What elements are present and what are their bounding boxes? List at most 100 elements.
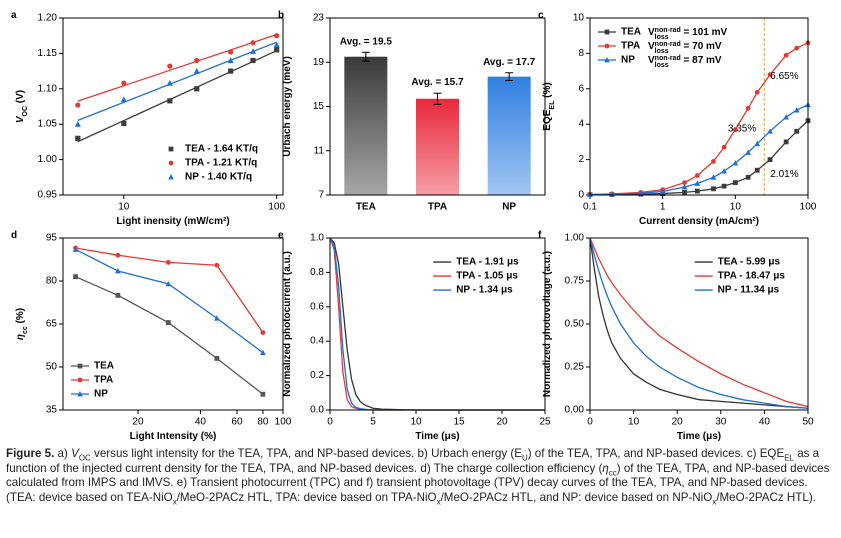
plot-frame (329, 237, 546, 411)
legend-label: NP - 11.34 μs (718, 285, 780, 296)
marker (783, 114, 789, 120)
marker (767, 72, 773, 78)
y-axis-label: Urbach energy (meV) (282, 56, 293, 157)
x-tick-label: 100 (800, 202, 817, 213)
legend-label: TEA - 1.64 KT/q (185, 144, 258, 155)
marker (167, 63, 173, 69)
marker (166, 79, 173, 86)
caption-run: ) of the TEA, TPA, and NP-based devices.… (527, 447, 785, 460)
marker (694, 173, 700, 178)
marker (754, 89, 760, 95)
value-label: Avg. = 17.7 (483, 57, 536, 68)
legend-label: TPA (94, 375, 113, 386)
y-tick-label: 0 (578, 190, 584, 201)
label-part: EQE (542, 109, 553, 130)
caption: Figure 5. a) VOC versus light intensity … (6, 447, 836, 507)
marker (165, 259, 171, 265)
y-tick-label: 1.00 (565, 233, 585, 244)
label-part: loss (655, 48, 669, 55)
marker (710, 174, 717, 180)
x-tick-label: 40 (759, 417, 771, 428)
caption-run: x (172, 497, 177, 507)
series-line (589, 237, 809, 409)
x-tick-label: 30 (715, 417, 727, 428)
marker (249, 48, 256, 54)
label-part: V (648, 55, 655, 66)
label-part: V (648, 27, 655, 38)
legend-label: TPA - 1.05 μs (456, 271, 518, 282)
x-tick-label: 80 (257, 417, 269, 428)
marker (77, 377, 83, 383)
marker (77, 391, 83, 397)
legend-label: NP (94, 389, 108, 400)
marker (681, 184, 688, 190)
series-line (589, 237, 809, 409)
label-part: (%) (542, 82, 553, 100)
marker (745, 174, 751, 180)
label-part: non-rad (655, 27, 681, 34)
x-tick-label: 100 (275, 417, 292, 428)
error-bar (433, 92, 442, 105)
y-tick-label: 1.15 (38, 48, 58, 59)
marker (711, 186, 716, 192)
legend-label: TEA - 5.99 μs (718, 257, 781, 268)
caption-run: /MeO-2PACz HTL, and NP: device based on … (440, 490, 713, 504)
panel: f 0.00 0.25 0.50 0.75 1.00 0 10 20 30 40 50 Time (μs… (538, 230, 814, 442)
legend-label: TEA (94, 361, 114, 372)
panel-label: e (278, 230, 284, 241)
label-part: non-rad (655, 55, 681, 62)
y-tick-label: 15 (313, 101, 325, 112)
y-tick-label: 23 (313, 13, 325, 24)
marker (115, 292, 121, 298)
marker (228, 49, 234, 55)
label-part: = 70 mV (681, 41, 722, 52)
x-axis-label: Light inensity (mW/cm²) (116, 216, 229, 227)
marker (732, 160, 739, 166)
marker (274, 33, 280, 39)
caption-run: EL (784, 453, 794, 463)
y-tick-label: 1.20 (38, 13, 58, 24)
error-bar (505, 72, 514, 82)
x-tick-label: 10 (730, 202, 742, 213)
label-part: OC (22, 106, 29, 117)
annotation: 3.35% (728, 123, 756, 134)
panel-label: a (11, 10, 17, 21)
panel: e 0.0 0.2 0.4 0.6 0.8 1.0 0 5 10 15 20 25 Time (μs) No… (278, 230, 551, 442)
label-part: non-rad (655, 41, 681, 48)
x-tick-label: 15 (453, 417, 465, 428)
panel: a 0.95 1.00 1.05 1.10 1.15 1.20 10 100 Light inen… (11, 10, 285, 227)
plot-frame (589, 17, 809, 196)
panel: d 35 50 65 80 95 20 40 60 80 100 Light Intensity (%… (11, 230, 292, 442)
y-tick-label: 0.50 (565, 319, 585, 330)
marker (682, 180, 687, 186)
plot-frame (329, 17, 546, 196)
y-tick-label: 2 (578, 154, 584, 165)
fit-line (77, 41, 277, 122)
x-tick-label: TEA (356, 202, 376, 213)
marker (193, 67, 200, 74)
label-part: (%) (15, 308, 26, 326)
marker (711, 158, 716, 164)
y-tick-label: 65 (46, 319, 58, 330)
legend-label: NP (621, 55, 635, 66)
marker (250, 57, 256, 64)
marker (732, 127, 738, 132)
y-tick-label: 0.25 (565, 362, 585, 373)
plot-frame (589, 237, 809, 411)
legend-label: TEA - 1.91 μs (456, 257, 519, 268)
y-tick-label: 1.0 (310, 233, 324, 244)
caption-run: versus light intensity for the TEA, TPA,… (90, 447, 522, 460)
marker (721, 144, 727, 150)
marker (659, 188, 666, 194)
marker (783, 139, 789, 145)
label-part: (V) (15, 90, 26, 106)
x-tick-label: 50 (802, 417, 814, 428)
x-tick-label: 0 (327, 417, 333, 428)
marker (754, 167, 760, 173)
marker (682, 189, 687, 195)
bar (344, 56, 388, 195)
x-axis-label: Time (μs) (415, 431, 459, 442)
marker (75, 135, 81, 141)
fit-line (77, 33, 277, 102)
error-bar (361, 51, 370, 62)
